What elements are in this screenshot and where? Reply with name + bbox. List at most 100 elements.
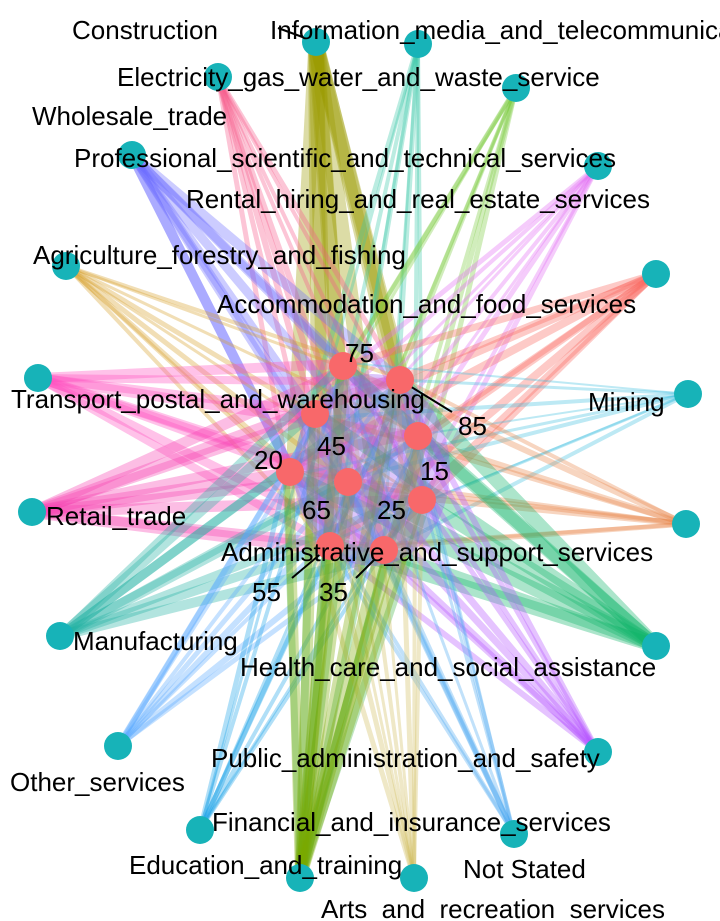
industry-node-health <box>642 632 670 660</box>
industry-label-transport: Transport_postal_and_warehousing <box>11 384 425 414</box>
edge-mining-a20 <box>291 392 690 477</box>
edge-education-a85 <box>296 378 406 882</box>
edge-accommodation-a65 <box>347 271 659 487</box>
edge-financial-a85 <box>197 381 407 833</box>
edge-construction-a65 <box>308 34 354 488</box>
edge-wholesale-a85 <box>215 74 406 386</box>
edge-manufacturing-a25 <box>56 492 422 640</box>
edge-rental-a35 <box>382 164 600 552</box>
edge-construction-a55 <box>308 34 335 551</box>
edge-financial-a55 <box>197 544 334 833</box>
edge-agriculture-a65 <box>63 263 355 489</box>
edge-information-a65 <box>342 42 420 480</box>
edge-manufacturing-a15 <box>56 434 424 640</box>
age-node-a25 <box>408 486 436 514</box>
edge-accommodation-a20 <box>284 270 660 474</box>
edge-rental-a15 <box>413 163 601 437</box>
industry-label-information: Information_media_and_telecommunications <box>270 15 720 45</box>
edge-arts-a65 <box>342 476 416 880</box>
edge-information-a45 <box>315 42 420 418</box>
industry-label-accommodation: Accommodation_and_food_services <box>217 289 636 319</box>
industry-node-accommodation <box>642 260 670 288</box>
edge-construction-a45 <box>308 34 327 426</box>
industry-label-financial: Financial_and_insurance_services <box>212 807 611 837</box>
industry-label-professional: Professional_scientific_and_technical_se… <box>74 143 616 173</box>
age-node-a55 <box>316 532 344 560</box>
edge-professional-a45 <box>128 151 315 414</box>
edge-agriculture-a20 <box>64 264 292 474</box>
industry-node-notstated <box>500 820 528 848</box>
edge-accommodation-a15 <box>417 270 660 443</box>
edge-health-a35 <box>380 546 662 652</box>
age-node-a85 <box>386 366 414 394</box>
edge-construction-a75 <box>309 35 346 369</box>
edge-agriculture-a75 <box>64 264 347 370</box>
edge-notstated-a85 <box>398 378 516 836</box>
industry-node-retail <box>18 498 46 526</box>
edge-manufacturing-a35 <box>55 549 393 641</box>
edge-manufacturing-a75 <box>56 361 346 640</box>
edge-electricity-a75 <box>341 85 519 370</box>
industry-label-electricity: Electricity_gas_water_and_waste_service <box>117 62 600 92</box>
edge-mining-a15 <box>416 393 689 436</box>
edge-public-a55 <box>330 546 601 755</box>
edge-professional-a25 <box>127 150 430 508</box>
edge-notstated-a65 <box>343 477 517 837</box>
age-label-a65: 65 <box>302 495 331 525</box>
age-label-a20: 20 <box>254 445 283 475</box>
industry-label-agriculture: Agriculture_forestry_and_fishing <box>33 240 406 270</box>
industry-node-mining <box>674 380 702 408</box>
edge-arts-a55 <box>331 547 417 881</box>
edge-electricity-a85 <box>394 86 518 378</box>
industry-label-rental: Rental_hiring_and_real_estate_services <box>186 184 650 214</box>
edge-administrative-a45 <box>312 411 689 527</box>
edge-education2-a35 <box>294 541 387 884</box>
edge-other-a20 <box>116 472 294 748</box>
industry-label-other: Other_services <box>10 767 185 797</box>
edge-notstated-a25 <box>422 500 516 836</box>
edge-public-a75 <box>342 365 601 755</box>
industry-label-health: Health_care_and_social_assistance <box>240 652 656 682</box>
edge-construction-a35 <box>308 34 393 559</box>
edge-financial-a75 <box>198 364 345 832</box>
industry-label-retail: Retail_trade <box>46 501 186 531</box>
edge-education-a45 <box>296 407 316 882</box>
age-node-a45 <box>301 400 329 428</box>
edge-construction-a85 <box>308 34 408 388</box>
edge-arts-a35 <box>381 547 416 880</box>
edge-education2-a25 <box>294 492 426 884</box>
edge-transport-a35 <box>33 373 392 558</box>
edge-education-a25 <box>295 499 431 883</box>
edge-retail-a55 <box>26 506 340 556</box>
edge-accommodation-a45 <box>311 271 659 416</box>
edge-other-a55 <box>116 540 328 748</box>
edge-transport-a75 <box>33 359 346 383</box>
age-label-a55: 55 <box>252 577 281 607</box>
industry-label-wholesale: Wholesale_trade <box>32 101 227 131</box>
edge-manufacturing-a20 <box>55 464 292 641</box>
industry-node-construction <box>302 28 330 56</box>
edge-information-a55 <box>331 41 421 553</box>
industry-label-administrative: Administrative_and_support_services <box>221 537 653 567</box>
edge-wholesale-a20 <box>215 74 290 472</box>
edge-construction-a20 <box>285 34 324 483</box>
edge-mining-a35 <box>383 392 690 553</box>
edge-public-a25 <box>418 496 601 755</box>
edge-education2-a15 <box>294 434 428 884</box>
industry-label-manufacturing: Manufacturing <box>73 626 238 656</box>
age-node-a15 <box>404 422 432 450</box>
edge-health-a85 <box>394 374 663 653</box>
edge-administrative-a85 <box>394 374 688 526</box>
edge-education2-a45 <box>294 408 321 884</box>
edge-mining-a25 <box>423 393 689 503</box>
age-node-a65 <box>334 468 362 496</box>
edge-manufacturing-a45 <box>55 407 318 641</box>
edge-professional-a75 <box>127 150 345 368</box>
age-label-a75: 75 <box>345 338 374 368</box>
edge-transport-a45 <box>33 373 317 416</box>
edge-manufacturing-a65 <box>55 478 354 641</box>
edge-mining-a85 <box>398 378 690 396</box>
edge-agriculture-a25 <box>64 264 423 501</box>
edge-accommodation-a25 <box>415 270 660 501</box>
